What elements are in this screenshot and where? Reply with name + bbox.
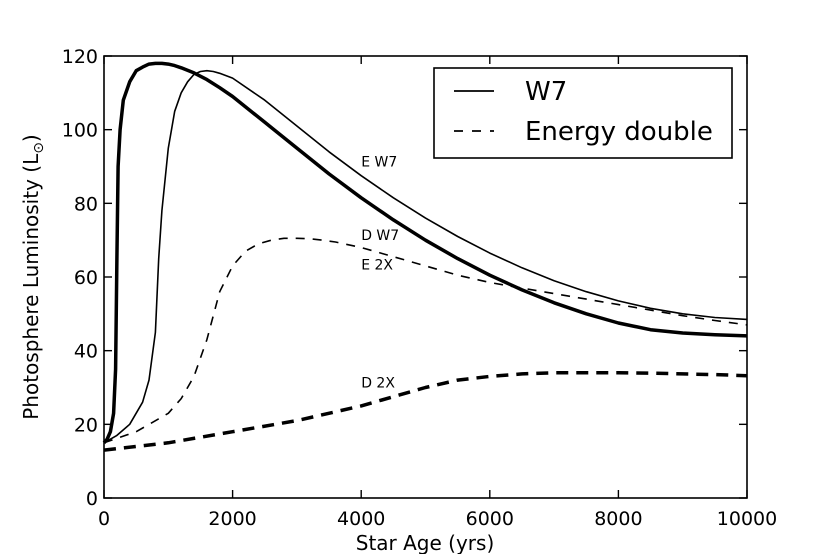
y-axis-title-symbol: ⊙ bbox=[31, 142, 47, 154]
legend-w7-label: W7 bbox=[525, 77, 567, 107]
annotation-e-w7: E W7 bbox=[361, 155, 397, 171]
y-tick-label: 40 bbox=[74, 341, 98, 363]
annotation-d-w7: D W7 bbox=[361, 228, 399, 244]
annotations: E W7 D W7 E 2X D 2X bbox=[361, 155, 399, 392]
y-axis-title-close: ) bbox=[19, 134, 43, 142]
annotation-e-2x: E 2X bbox=[361, 258, 393, 274]
x-tick-label: 6000 bbox=[466, 508, 514, 530]
series-line-e-2x bbox=[103, 237, 748, 444]
x-axis-title: Star Age (yrs) bbox=[356, 531, 495, 554]
x-tick-label: 0 bbox=[98, 508, 110, 530]
x-tick-label: 4000 bbox=[337, 508, 385, 530]
annotation-d-2x: D 2X bbox=[361, 376, 395, 392]
y-tick-label: 20 bbox=[74, 414, 98, 436]
y-axis: 0 20 40 60 80 100 120 bbox=[62, 46, 747, 510]
y-tick-label: 120 bbox=[62, 46, 98, 68]
x-tick-label: 10000 bbox=[717, 508, 777, 530]
y-tick-label: 100 bbox=[62, 120, 98, 142]
y-tick-label: 0 bbox=[86, 488, 98, 510]
legend: W7 Energy double bbox=[433, 67, 733, 159]
y-tick-label: 60 bbox=[74, 267, 98, 289]
legend-box bbox=[433, 67, 733, 159]
legend-energy-double-label: Energy double bbox=[525, 117, 713, 147]
y-axis-title: Photosphere Luminosity (L⊙) bbox=[19, 134, 47, 420]
series-line-d-w7 bbox=[102, 61, 748, 444]
x-tick-label: 2000 bbox=[208, 508, 256, 530]
series-line-e-w7 bbox=[103, 69, 748, 444]
y-axis-title-text: Photosphere Luminosity (L bbox=[19, 153, 43, 420]
series-layer bbox=[102, 61, 748, 452]
y-tick-label: 80 bbox=[74, 193, 98, 215]
series-line-d-2x bbox=[103, 371, 748, 452]
x-tick-label: 8000 bbox=[594, 508, 642, 530]
x-axis: 0 2000 4000 6000 8000 10000 bbox=[98, 56, 777, 530]
